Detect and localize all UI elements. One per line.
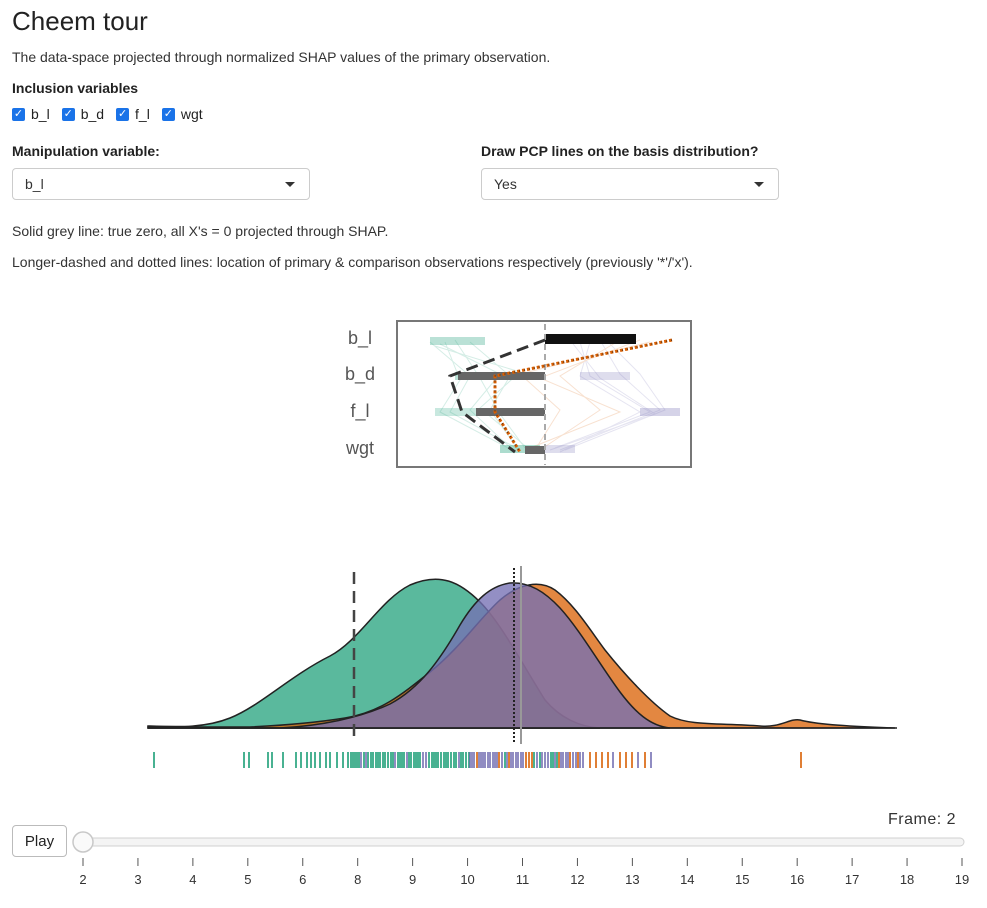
slider-tick-label: 2 [79,872,86,887]
check-icon[interactable]: ✓ [12,107,25,121]
slider-ticks: 2 3 4 5 6 8 9 10 11 12 13 14 15 16 17 18 19 [79,858,969,887]
slider-tick-label: 13 [625,872,639,887]
slider-tick-label: 19 [955,872,969,887]
checkbox-b-d[interactable]: ✓ b_d [61,106,105,122]
checkbox-label: f_l [135,106,150,122]
checkbox-label: b_l [31,106,50,122]
slider-handle[interactable] [72,831,94,853]
basis-bar [525,446,545,454]
slider-tick-label: 17 [845,872,859,887]
slider-tick-label: 18 [900,872,914,887]
basis-var-label: wgt [345,438,374,458]
slider-track[interactable] [79,837,965,847]
slider-tick-label: 14 [680,872,694,887]
checkbox-label: wgt [180,106,203,122]
slider-tick-label: 11 [516,872,530,887]
primary-observation-line [448,338,546,454]
pcp-select[interactable]: Yes [481,168,779,200]
chevron-down-icon [754,181,764,187]
basis-var-label: b_l [348,328,372,349]
manip-label: Manipulation variable: [12,143,160,159]
check-icon[interactable]: ✓ [61,107,75,121]
slider-tick-label: 8 [354,872,361,887]
play-button[interactable]: Play [12,825,67,857]
check-icon[interactable]: ✓ [116,107,130,121]
basis-bar [458,372,545,380]
pcp-label: Draw PCP lines on the basis distribution… [481,143,759,159]
rug-plot [153,752,802,768]
inclusion-label: Inclusion variables [12,80,139,96]
slider-tick-label: 12 [570,872,584,887]
checkbox-b-l[interactable]: ✓ b_l [12,106,50,122]
page-subtitle: The data-space projected through normali… [12,49,551,65]
inclusion-checkbox-group: ✓ b_l ✓ b_d ✓ f_l ✓ wgt [12,106,215,122]
basis-var-label: f_l [350,401,369,422]
slider-tick-label: 9 [409,872,416,887]
basis-bar [476,408,545,416]
slider-tick-label: 10 [460,872,474,887]
manip-select[interactable]: b_l [12,168,310,200]
density-purple [148,582,671,729]
manip-value: b_l [25,176,44,192]
pcp-value: Yes [494,176,517,192]
note-solid-grey: Solid grey line: true zero, all X's = 0 … [12,223,389,239]
chevron-down-icon [285,181,295,187]
tour-plot: b_l b_d f_l wgt [147,320,897,768]
slider-tick-label: 6 [299,872,306,887]
check-icon[interactable]: ✓ [161,107,175,121]
slider-tick-label: 15 [735,872,749,887]
basis-var-label: b_d [345,364,375,385]
checkbox-label: b_d [80,106,105,122]
note-dashed-dotted: Longer-dashed and dotted lines: location… [12,254,693,270]
checkbox-f-l[interactable]: ✓ f_l [116,106,150,122]
slider-tick-label: 4 [189,872,196,887]
slider-tick-label: 3 [134,872,141,887]
slider-tick-label: 5 [244,872,251,887]
checkbox-wgt[interactable]: ✓ wgt [161,106,203,122]
basis-bar [545,334,636,344]
frame-slider: 2 3 4 5 6 8 9 10 11 12 13 14 15 16 17 18 19 [72,831,969,887]
frame-label: Frame: 2 [888,811,957,828]
page-title: Cheem tour [12,6,148,36]
slider-tick-label: 16 [790,872,804,887]
